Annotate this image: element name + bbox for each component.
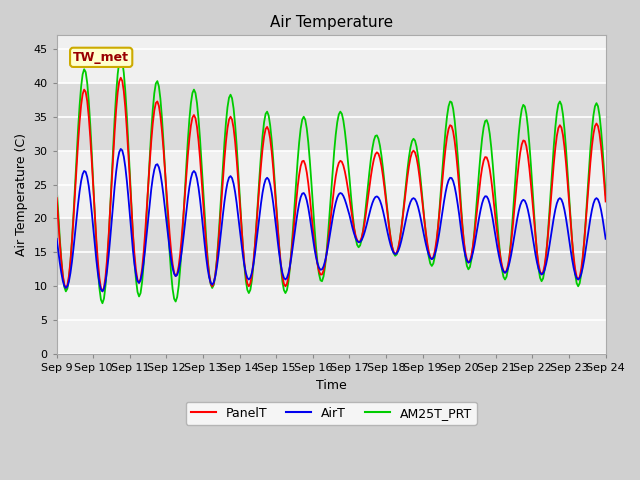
Bar	[57, 83, 605, 151]
AM25T_PRT	[399, 212, 406, 218]
Title: Air Temperature: Air Temperature	[269, 15, 393, 30]
Bar	[57, 218, 605, 286]
PanelT	[399, 214, 406, 219]
AM25T_PRT	[602, 192, 609, 198]
PanelT	[602, 199, 609, 204]
Line: AirT: AirT	[57, 149, 605, 291]
PanelT	[53, 195, 61, 201]
Line: PanelT: PanelT	[57, 78, 605, 291]
Text: TW_met: TW_met	[73, 51, 129, 64]
Line: AM25T_PRT: AM25T_PRT	[57, 58, 605, 303]
X-axis label: Time: Time	[316, 379, 346, 392]
PanelT	[99, 288, 106, 294]
AirT	[158, 180, 166, 186]
AM25T_PRT	[117, 55, 125, 60]
AirT	[53, 236, 61, 242]
AirT	[117, 146, 125, 152]
AirT	[602, 236, 609, 242]
AM25T_PRT	[369, 145, 376, 151]
PanelT	[387, 235, 394, 241]
AM25T_PRT	[99, 300, 106, 306]
AM25T_PRT	[68, 238, 76, 243]
PanelT	[117, 75, 125, 81]
Legend: PanelT, AirT, AM25T_PRT: PanelT, AirT, AM25T_PRT	[186, 402, 477, 425]
AirT	[538, 272, 545, 277]
AM25T_PRT	[53, 185, 61, 191]
AirT	[68, 259, 76, 264]
AirT	[387, 242, 394, 248]
PanelT	[538, 272, 545, 277]
Y-axis label: Air Temperature (C): Air Temperature (C)	[15, 133, 28, 256]
AirT	[399, 231, 406, 237]
PanelT	[369, 164, 376, 170]
AM25T_PRT	[158, 115, 166, 120]
AirT	[369, 200, 376, 206]
AM25T_PRT	[538, 278, 545, 284]
PanelT	[68, 239, 76, 244]
AirT	[99, 288, 106, 294]
AM25T_PRT	[387, 235, 394, 240]
PanelT	[158, 128, 166, 133]
